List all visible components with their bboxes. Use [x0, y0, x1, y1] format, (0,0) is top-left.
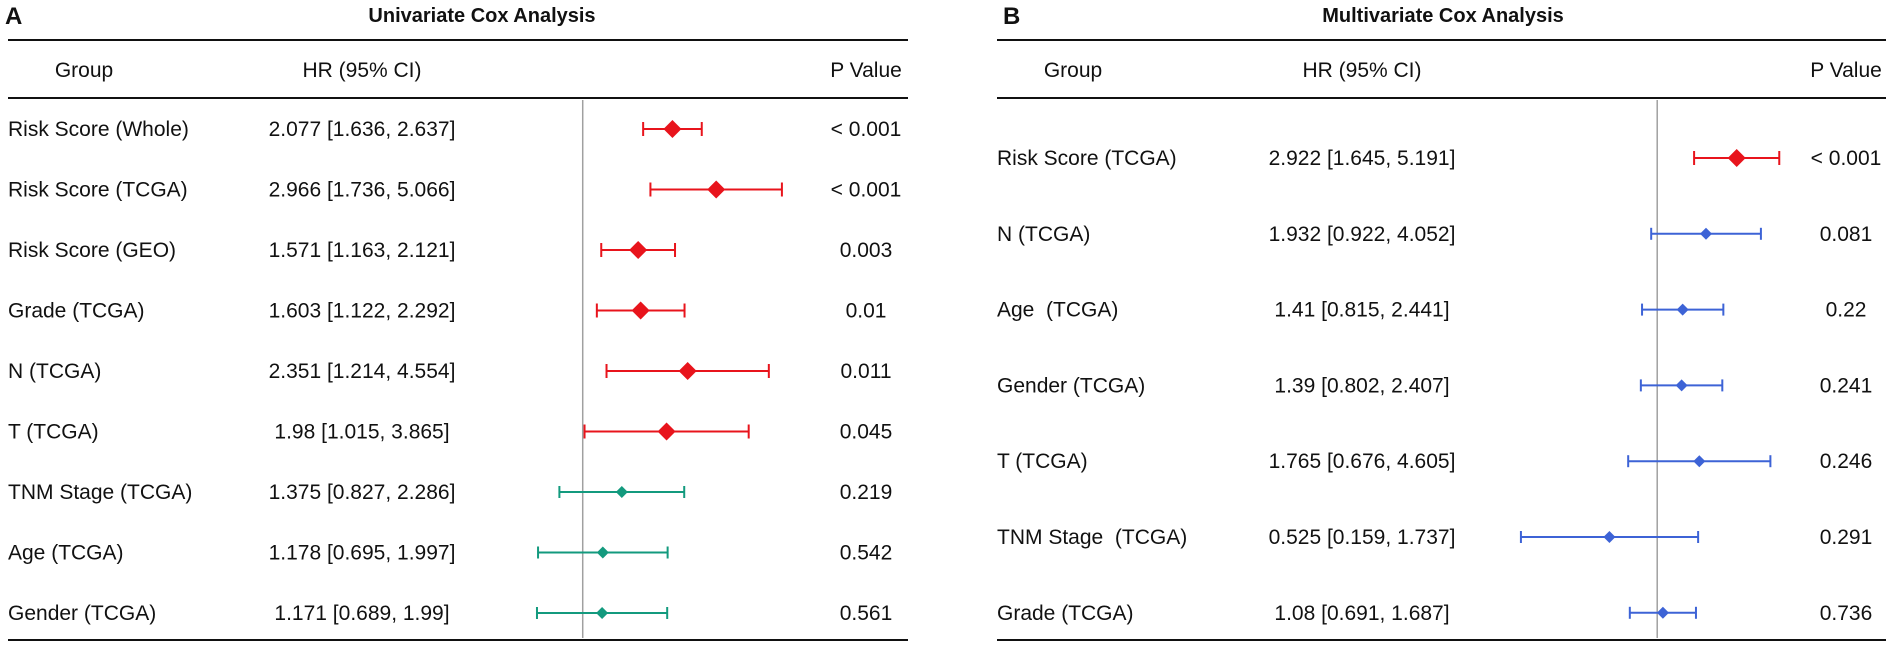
row-group-label: N (TCGA)	[997, 223, 1090, 246]
row-p-value: 0.246	[1820, 450, 1873, 473]
row-hr-ci: 2.077 [1.636, 2.637]	[269, 118, 456, 141]
table-row: Risk Score (Whole) 2.077 [1.636, 2.637] < …	[8, 118, 901, 141]
row-hr-ci: 2.922 [1.645, 5.191]	[1269, 147, 1456, 170]
hr-point-marker	[596, 546, 609, 559]
row-group-label: Risk Score (TCGA)	[8, 179, 188, 202]
panel-b-header-hr: HR (95% CI)	[1302, 59, 1421, 82]
row-p-value: < 0.001	[831, 179, 902, 202]
row-p-value: 0.081	[1820, 223, 1873, 246]
row-group-label: Gender (TCGA)	[8, 602, 156, 625]
row-hr-ci: 2.966 [1.736, 5.066]	[269, 179, 456, 202]
row-hr-ci: 1.98 [1.015, 3.865]	[274, 421, 449, 444]
table-row: Risk Score (TCGA) 2.966 [1.736, 5.066] < 0…	[8, 179, 901, 202]
hr-point-marker	[707, 180, 726, 199]
panel-b-header-group: Group	[1044, 59, 1102, 82]
row-hr-ci: 1.171 [0.689, 1.99]	[274, 602, 449, 625]
hr-point-marker	[631, 301, 650, 320]
row-group-label: Grade (TCGA)	[8, 300, 145, 323]
hr-point-marker	[657, 422, 676, 441]
row-p-value: 0.736	[1820, 602, 1873, 625]
hr-point-marker	[1676, 303, 1689, 316]
hr-point-marker	[1693, 455, 1706, 468]
row-hr-ci: 1.178 [0.695, 1.997]	[269, 542, 456, 565]
panel-b-multivariate: B Multivariate Cox Analysis Group HR (95…	[997, 3, 1886, 641]
row-p-value: 0.003	[840, 239, 893, 262]
table-row: Gender (TCGA) 1.171 [0.689, 1.99] 0.561	[8, 602, 892, 625]
panel-a-header-hr: HR (95% CI)	[302, 59, 421, 82]
row-p-value: 0.01	[846, 300, 887, 323]
hr-point-marker	[663, 120, 682, 138]
row-hr-ci: 1.603 [1.122, 2.292]	[269, 300, 456, 323]
row-hr-ci: 2.351 [1.214, 4.554]	[269, 360, 456, 383]
hr-point-marker	[1603, 531, 1616, 543]
row-p-value: < 0.001	[1811, 147, 1882, 170]
table-row: Risk Score (TCGA) 2.922 [1.645, 5.191] < 0…	[997, 147, 1881, 170]
row-group-label: Risk Score (TCGA)	[997, 147, 1177, 170]
table-row: TNM Stage (TCGA) 0.525 [0.159, 1.737] 0.29…	[997, 526, 1872, 549]
row-group-label: TNM Stage (TCGA)	[8, 481, 192, 504]
table-row: Grade (TCGA) 1.08 [0.691, 1.687] 0.736	[997, 602, 1872, 625]
row-group-label: Risk Score (Whole)	[8, 118, 189, 141]
panel-a-header-p: P Value	[830, 59, 902, 82]
hr-point-marker	[1656, 606, 1669, 619]
row-hr-ci: 1.571 [1.163, 2.121]	[269, 239, 456, 262]
row-group-label: TNM Stage (TCGA)	[997, 526, 1187, 549]
row-p-value: 0.011	[841, 360, 892, 383]
table-row: Gender (TCGA) 1.39 [0.802, 2.407] 0.241	[997, 374, 1872, 397]
row-hr-ci: 1.932 [0.922, 4.052]	[1269, 223, 1456, 246]
row-p-value: 0.22	[1826, 299, 1867, 322]
table-row: T (TCGA) 1.98 [1.015, 3.865] 0.045	[8, 421, 892, 444]
panel-b-title: Multivariate Cox Analysis	[1322, 5, 1564, 27]
panel-a-header-group: Group	[55, 59, 113, 82]
row-hr-ci: 1.39 [0.802, 2.407]	[1274, 374, 1449, 397]
table-row: Grade (TCGA) 1.603 [1.122, 2.292] 0.01	[8, 300, 886, 323]
row-hr-ci: 1.375 [0.827, 2.286]	[269, 481, 456, 504]
table-row: N (TCGA) 2.351 [1.214, 4.554] 0.011	[8, 360, 892, 383]
row-group-label: T (TCGA)	[8, 421, 99, 444]
table-row: Risk Score (GEO) 1.571 [1.163, 2.121] 0.00…	[8, 239, 892, 262]
hr-point-marker	[596, 607, 609, 619]
panel-a-letter: A	[5, 3, 22, 30]
row-group-label: Gender (TCGA)	[997, 374, 1145, 397]
row-group-label: Age (TCGA)	[997, 299, 1118, 322]
row-p-value: 0.542	[840, 542, 893, 565]
row-p-value: 0.291	[1820, 526, 1873, 549]
table-row: T (TCGA) 1.765 [0.676, 4.605] 0.246	[997, 450, 1872, 473]
row-hr-ci: 1.41 [0.815, 2.441]	[1274, 299, 1449, 322]
row-group-label: Grade (TCGA)	[997, 602, 1134, 625]
row-group-label: T (TCGA)	[997, 450, 1088, 473]
hr-point-marker	[629, 241, 648, 259]
row-p-value: 0.241	[1820, 374, 1873, 397]
row-group-label: Age (TCGA)	[8, 542, 124, 565]
row-group-label: Risk Score (GEO)	[8, 239, 176, 262]
hr-point-marker	[678, 362, 697, 380]
panel-b-letter: B	[1003, 3, 1020, 30]
row-hr-ci: 0.525 [0.159, 1.737]	[1269, 526, 1456, 549]
hr-point-marker	[615, 486, 628, 498]
table-row: Age (TCGA) 1.178 [0.695, 1.997] 0.542	[8, 542, 892, 565]
row-hr-ci: 1.765 [0.676, 4.605]	[1269, 450, 1456, 473]
table-row: Age (TCGA) 1.41 [0.815, 2.441] 0.22	[997, 299, 1866, 322]
row-p-value: 0.219	[840, 481, 893, 504]
row-hr-ci: 1.08 [0.691, 1.687]	[1274, 602, 1449, 625]
hr-point-marker	[1675, 379, 1688, 392]
row-p-value: 0.045	[840, 421, 893, 444]
panel-a-univariate: A Univariate Cox Analysis Group HR (95% …	[5, 3, 908, 641]
hr-point-marker	[1727, 149, 1746, 167]
row-group-label: N (TCGA)	[8, 360, 101, 383]
panel-b-header-p: P Value	[1810, 59, 1882, 82]
table-row: N (TCGA) 1.932 [0.922, 4.052] 0.081	[997, 223, 1872, 246]
panel-a-title: Univariate Cox Analysis	[368, 5, 595, 27]
hr-point-marker	[1700, 227, 1713, 240]
table-row: TNM Stage (TCGA) 1.375 [0.827, 2.286] 0.21…	[8, 481, 892, 504]
row-p-value: < 0.001	[831, 118, 902, 141]
row-p-value: 0.561	[840, 602, 893, 625]
